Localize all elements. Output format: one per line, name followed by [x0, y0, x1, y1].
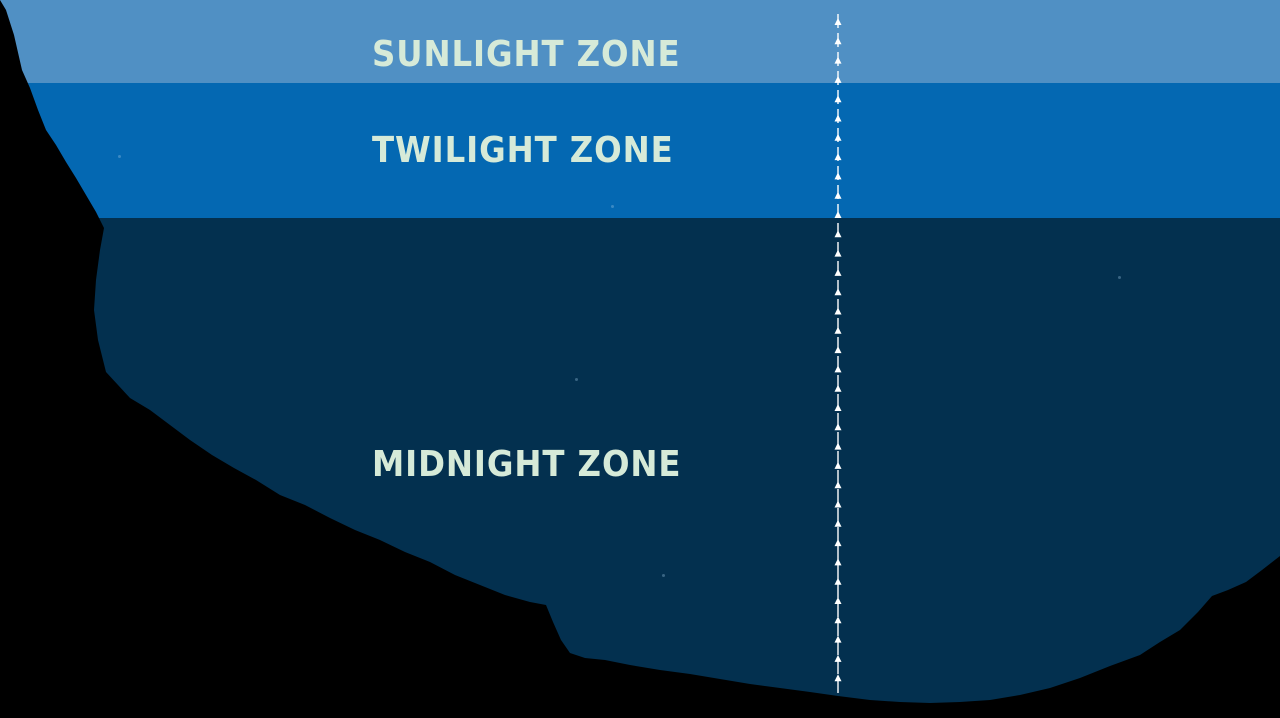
arrow-up-icon: [834, 37, 842, 45]
arrow-up-icon: [834, 346, 842, 354]
particle: [118, 155, 121, 158]
arrow-up-icon: [834, 56, 842, 64]
arrow-up-icon: [834, 519, 842, 527]
arrow-up-icon: [834, 654, 842, 662]
arrow-up-icon: [834, 75, 842, 83]
particle: [662, 574, 665, 577]
arrow-up-icon: [834, 597, 842, 604]
arrow-up-icon: [834, 249, 842, 257]
arrow-up-icon: [834, 404, 842, 411]
particle: [1118, 276, 1121, 279]
arrow-up-icon: [834, 326, 842, 334]
arrow-up-icon: [834, 384, 842, 392]
arrow-up-icon: [834, 153, 842, 161]
arrow-up-icon: [834, 133, 842, 141]
twilight-zone-band: [0, 83, 1280, 218]
arrow-up-icon: [834, 114, 842, 122]
sunlight-zone-band: [0, 0, 1280, 83]
arrow-up-icon: [834, 616, 842, 624]
arrow-up-icon: [834, 481, 842, 489]
particle: [611, 205, 614, 208]
arrow-up-icon: [834, 365, 842, 373]
twilight-zone-label: TWILIGHT ZONE: [372, 130, 674, 171]
arrow-up-icon: [834, 172, 842, 180]
arrow-up-icon: [834, 230, 842, 238]
midnight-zone-label: MIDNIGHT ZONE: [372, 444, 682, 485]
arrow-up-icon: [834, 18, 842, 25]
arrow-up-icon: [834, 211, 842, 218]
arrow-up-icon: [834, 307, 842, 315]
arrow-up-icon: [834, 268, 842, 276]
particle: [575, 378, 578, 381]
arrow-up-icon: [834, 635, 842, 643]
arrow-up-icon: [834, 191, 842, 199]
arrow-up-icon: [834, 500, 842, 508]
arrow-up-icon: [834, 423, 842, 431]
arrow-up-icon: [834, 539, 842, 547]
sunlight-zone-label: SUNLIGHT ZONE: [372, 34, 681, 75]
arrow-up-icon: [834, 442, 842, 450]
arrow-up-icon: [834, 577, 842, 585]
depth-marker-group: [834, 18, 842, 682]
arrow-up-icon: [834, 461, 842, 469]
arrow-up-icon: [834, 288, 842, 296]
arrow-up-icon: [834, 95, 842, 103]
arrow-up-icon: [834, 558, 842, 566]
arrow-up-icon: [834, 674, 842, 682]
